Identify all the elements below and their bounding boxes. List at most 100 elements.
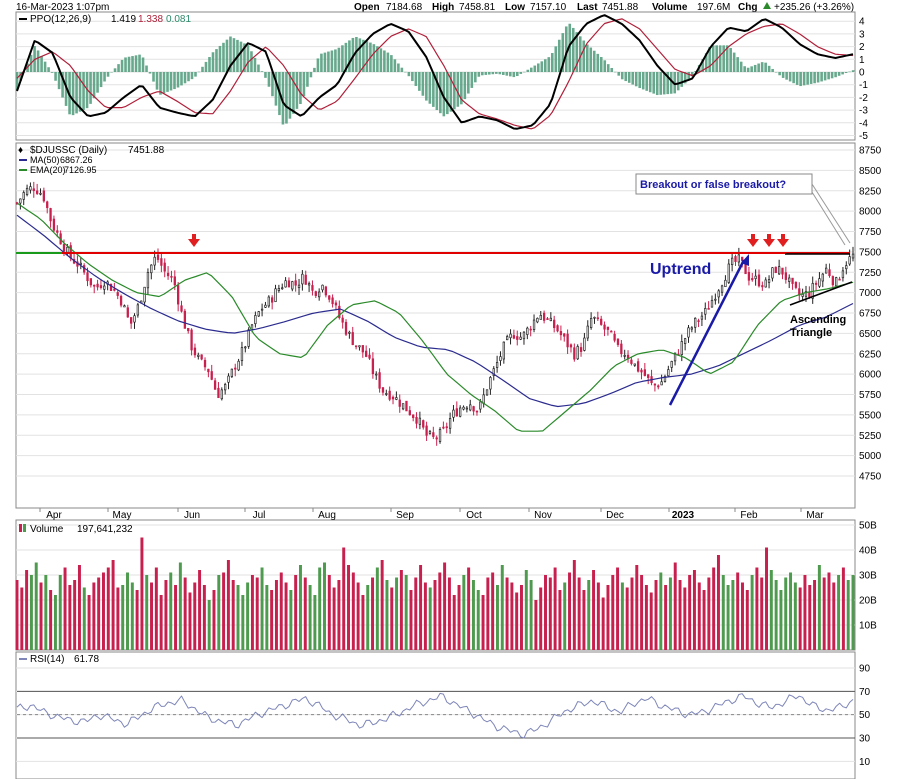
price-candle-body bbox=[237, 360, 240, 371]
ema20-legend-label: EMA(20) bbox=[30, 165, 66, 175]
ppo-histogram-bar bbox=[260, 71, 264, 72]
price-candle-body bbox=[851, 253, 855, 259]
volume-bar bbox=[193, 582, 197, 650]
volume-bar bbox=[548, 577, 552, 650]
volume-bar bbox=[106, 567, 110, 650]
ppo-histogram-bar bbox=[288, 72, 292, 119]
volume-bar bbox=[58, 575, 62, 650]
ppo-histogram-bar bbox=[792, 72, 795, 84]
rsi-gridlines bbox=[16, 667, 855, 762]
price-candle-body bbox=[633, 363, 636, 366]
price-candle-body bbox=[673, 352, 677, 362]
price-candle-body bbox=[32, 188, 35, 192]
volume-bar bbox=[558, 590, 562, 650]
ppo-histogram-bar bbox=[631, 72, 635, 85]
price-candle-body bbox=[499, 356, 502, 361]
price-candle-body bbox=[341, 317, 344, 323]
ppo-histogram-bar bbox=[316, 58, 320, 72]
volume-bar bbox=[284, 582, 288, 650]
price-candle-body bbox=[42, 190, 46, 202]
ppo-histogram-bar bbox=[529, 67, 533, 72]
price-candle-body bbox=[831, 276, 835, 286]
price-candle-body bbox=[126, 307, 129, 318]
price-candle-body bbox=[267, 296, 270, 307]
x-axis-label: Oct bbox=[466, 510, 482, 521]
ppo-histogram-bar bbox=[435, 72, 439, 111]
volume-bar bbox=[568, 572, 572, 650]
volume-bar bbox=[457, 585, 461, 650]
price-candle-body bbox=[438, 429, 442, 442]
price-candle-body bbox=[724, 279, 727, 288]
price-candle-body bbox=[512, 335, 516, 339]
price-candle-body bbox=[29, 186, 32, 191]
ppo-histogram-bar bbox=[341, 45, 344, 72]
volume-bar bbox=[846, 580, 850, 650]
uptrend-line bbox=[668, 259, 746, 406]
price-candle-body bbox=[99, 285, 103, 288]
ppo-histogram-bar bbox=[302, 72, 306, 97]
price-candle-body bbox=[781, 267, 784, 275]
price-candle-body bbox=[556, 325, 559, 332]
triangle-label: Triangle bbox=[790, 327, 832, 339]
price-candle-body bbox=[462, 406, 465, 410]
rsi-lines bbox=[16, 692, 854, 739]
volume-bar bbox=[592, 570, 596, 650]
ppo-histogram-bar bbox=[848, 71, 851, 73]
price-candle-body bbox=[747, 272, 751, 281]
ppo-histogram-bar bbox=[103, 72, 106, 82]
volume-y-tick-label: 10B bbox=[859, 621, 877, 632]
price-candle-body bbox=[647, 374, 650, 378]
price-candle-body bbox=[412, 414, 415, 418]
volume-bar bbox=[524, 570, 528, 650]
ppo-y-tick-label: -4 bbox=[859, 118, 868, 129]
volume-bar bbox=[443, 562, 447, 650]
price-candle-body bbox=[579, 347, 583, 352]
ppo-histogram-bar bbox=[596, 53, 600, 72]
price-candle-body bbox=[828, 269, 831, 277]
ppo-histogram-bar bbox=[589, 47, 593, 72]
volume-bar bbox=[53, 595, 57, 650]
red-arrow-down-icon bbox=[747, 234, 759, 247]
price-candle-body bbox=[784, 272, 788, 280]
ppo-histogram-bar bbox=[823, 72, 827, 81]
volume-bar bbox=[97, 577, 101, 650]
volume-bar bbox=[433, 580, 437, 650]
volume-bar bbox=[169, 572, 173, 650]
rsi-panel-frame bbox=[15, 651, 856, 779]
price-candle-body bbox=[687, 327, 690, 338]
ppo-histogram-bar bbox=[533, 65, 537, 72]
price-candle-body bbox=[254, 315, 257, 325]
price-candle-body bbox=[418, 417, 422, 425]
price-candle-body bbox=[814, 282, 818, 285]
price-candle-body bbox=[177, 285, 180, 305]
ppo-histogram-bar bbox=[729, 48, 732, 72]
volume-bar bbox=[231, 580, 235, 650]
volume-y-tick-label: 40B bbox=[859, 546, 877, 557]
ppo-histogram-bar bbox=[421, 72, 425, 96]
ppo-histogram-bar bbox=[743, 66, 746, 72]
price-candle-body bbox=[563, 333, 566, 337]
price-candle-body bbox=[506, 336, 509, 341]
price-candle-body bbox=[683, 338, 687, 344]
ppo-histogram-bar bbox=[61, 72, 64, 98]
price-candle-body bbox=[519, 336, 522, 340]
price-candle-body bbox=[281, 287, 284, 290]
volume-bar bbox=[255, 577, 259, 650]
header-open-value: 7184.68 bbox=[386, 2, 423, 13]
ppo-histogram-bar bbox=[141, 57, 145, 72]
ppo-histogram-bar bbox=[47, 67, 50, 72]
price-candle-body bbox=[328, 295, 331, 300]
price-legend-value: 7451.88 bbox=[128, 145, 165, 156]
ppo-histogram-bar bbox=[197, 71, 201, 73]
volume-bar bbox=[361, 595, 365, 650]
ppo-histogram-bar bbox=[131, 56, 134, 72]
price-candle-body bbox=[694, 317, 697, 328]
price-candle-body bbox=[170, 275, 173, 278]
volume-bar bbox=[712, 567, 716, 650]
ppo-histogram-bar bbox=[673, 72, 677, 94]
price-candle-body bbox=[549, 317, 552, 322]
ppo-histogram-bar bbox=[522, 71, 526, 73]
volume-bar bbox=[102, 572, 105, 650]
ppo-histogram-bar bbox=[778, 72, 781, 76]
x-axis-label: 2023 bbox=[672, 510, 695, 521]
